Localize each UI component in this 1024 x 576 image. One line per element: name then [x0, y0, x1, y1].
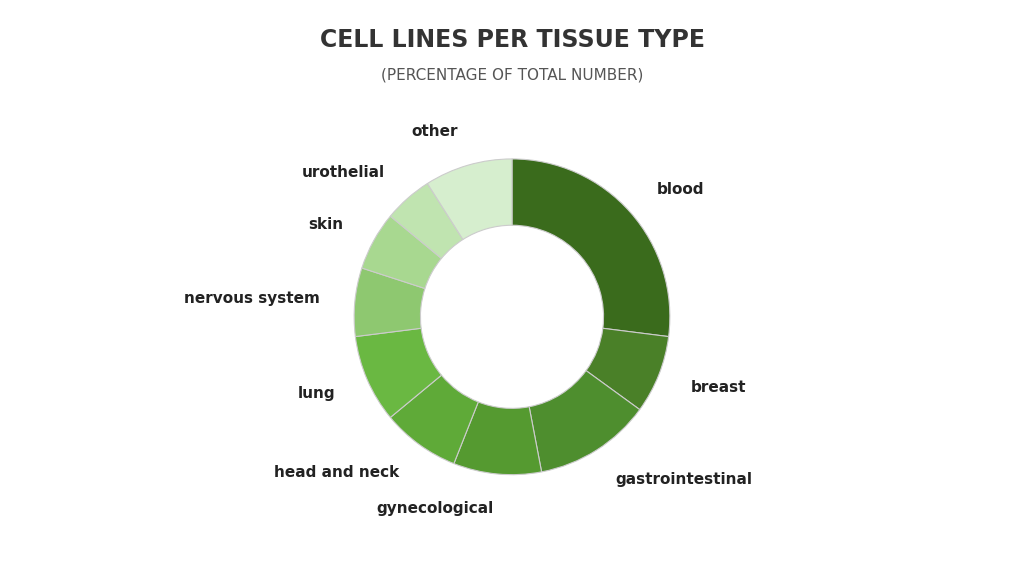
Wedge shape: [454, 402, 542, 475]
Text: skin: skin: [308, 217, 343, 232]
Text: blood: blood: [656, 182, 703, 197]
Text: head and neck: head and neck: [273, 465, 398, 480]
Text: (PERCENTAGE OF TOTAL NUMBER): (PERCENTAGE OF TOTAL NUMBER): [381, 67, 643, 82]
Text: nervous system: nervous system: [184, 291, 321, 306]
Text: breast: breast: [691, 380, 746, 395]
Wedge shape: [390, 375, 478, 464]
Wedge shape: [390, 184, 463, 259]
Wedge shape: [427, 159, 512, 240]
Text: urothelial: urothelial: [301, 165, 385, 180]
Wedge shape: [355, 328, 441, 418]
Wedge shape: [529, 370, 640, 472]
Text: gynecological: gynecological: [377, 501, 494, 516]
Text: gastrointestinal: gastrointestinal: [615, 472, 753, 487]
Text: CELL LINES PER TISSUE TYPE: CELL LINES PER TISSUE TYPE: [319, 28, 705, 52]
Wedge shape: [586, 328, 669, 410]
Text: other: other: [412, 124, 459, 139]
Wedge shape: [361, 216, 441, 289]
Text: lung: lung: [298, 386, 335, 401]
Wedge shape: [354, 268, 425, 336]
Wedge shape: [512, 159, 670, 336]
